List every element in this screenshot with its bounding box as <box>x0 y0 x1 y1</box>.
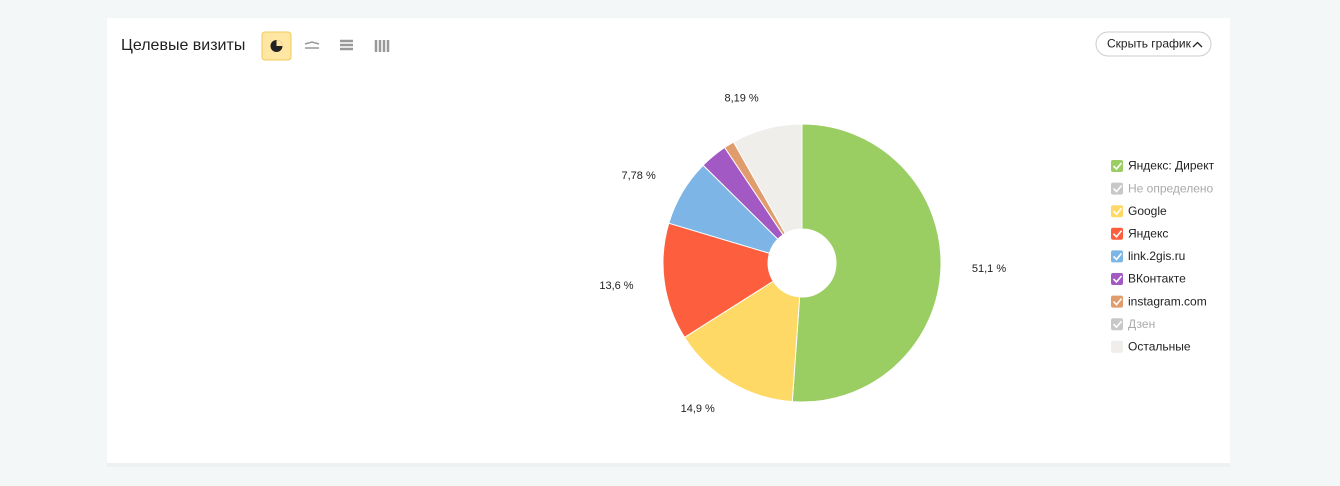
legend-label[interactable]: Остальные <box>1128 339 1191 353</box>
slice-label: 8,19 % <box>724 93 758 105</box>
legend-label[interactable]: Яндекс: Директ <box>1128 159 1215 173</box>
slice-label: 13,6 % <box>599 280 633 292</box>
legend-checkbox[interactable] <box>1111 318 1123 331</box>
legend-check <box>1112 275 1123 284</box>
legend-checkbox[interactable] <box>1111 250 1123 263</box>
chart-type-bars[interactable] <box>374 40 390 52</box>
card-shadow <box>107 463 1230 467</box>
legend-label[interactable]: Google <box>1128 204 1167 218</box>
pie-slice[interactable] <box>662 222 774 339</box>
slice-label: 14,9 % <box>681 403 715 415</box>
legend-checkbox[interactable] <box>1111 295 1123 308</box>
legend-label[interactable]: ВКонтакте <box>1128 272 1186 286</box>
chart-type-pie[interactable] <box>261 31 292 61</box>
legend-check <box>1112 207 1123 216</box>
button-frame[interactable] <box>1095 31 1212 57</box>
pie-icon-cut <box>276 40 283 46</box>
legend-check <box>1112 230 1123 238</box>
legend-check <box>1112 298 1123 306</box>
legend-checkbox[interactable] <box>1111 227 1123 240</box>
pie-slice[interactable] <box>791 123 942 403</box>
legend-label[interactable]: Дзен <box>1128 317 1155 331</box>
chart-type-area[interactable] <box>340 39 353 51</box>
hide-chart-button[interactable]: Скрыть график <box>1095 31 1212 57</box>
chart-title: Целевые визиты <box>121 37 245 54</box>
pie-slice[interactable] <box>732 123 803 235</box>
button-label[interactable]: Скрыть график <box>1107 37 1192 51</box>
legend-label[interactable]: Яндекс <box>1128 226 1168 240</box>
legend-label[interactable]: link.2gis.ru <box>1128 249 1185 263</box>
legend-label[interactable]: instagram.com <box>1128 294 1207 308</box>
legend-check <box>1112 320 1123 329</box>
legend-check <box>1112 252 1123 261</box>
slice-label: 7,78 % <box>622 170 656 182</box>
legend-checkbox[interactable] <box>1111 205 1123 218</box>
pie-slice[interactable] <box>683 280 801 403</box>
legend-checkbox[interactable] <box>1111 182 1123 195</box>
legend-checkbox[interactable] <box>1111 160 1123 172</box>
legend-checkbox[interactable] <box>1111 273 1123 285</box>
legend-checkbox[interactable] <box>1111 340 1123 353</box>
chevron <box>1192 41 1203 48</box>
chart-type-line[interactable] <box>304 41 320 49</box>
legend-check <box>1112 185 1123 193</box>
legend-label[interactable]: Не определено <box>1128 181 1214 195</box>
legend-check <box>1112 162 1123 171</box>
slice-label: 51,1 % <box>972 263 1006 275</box>
